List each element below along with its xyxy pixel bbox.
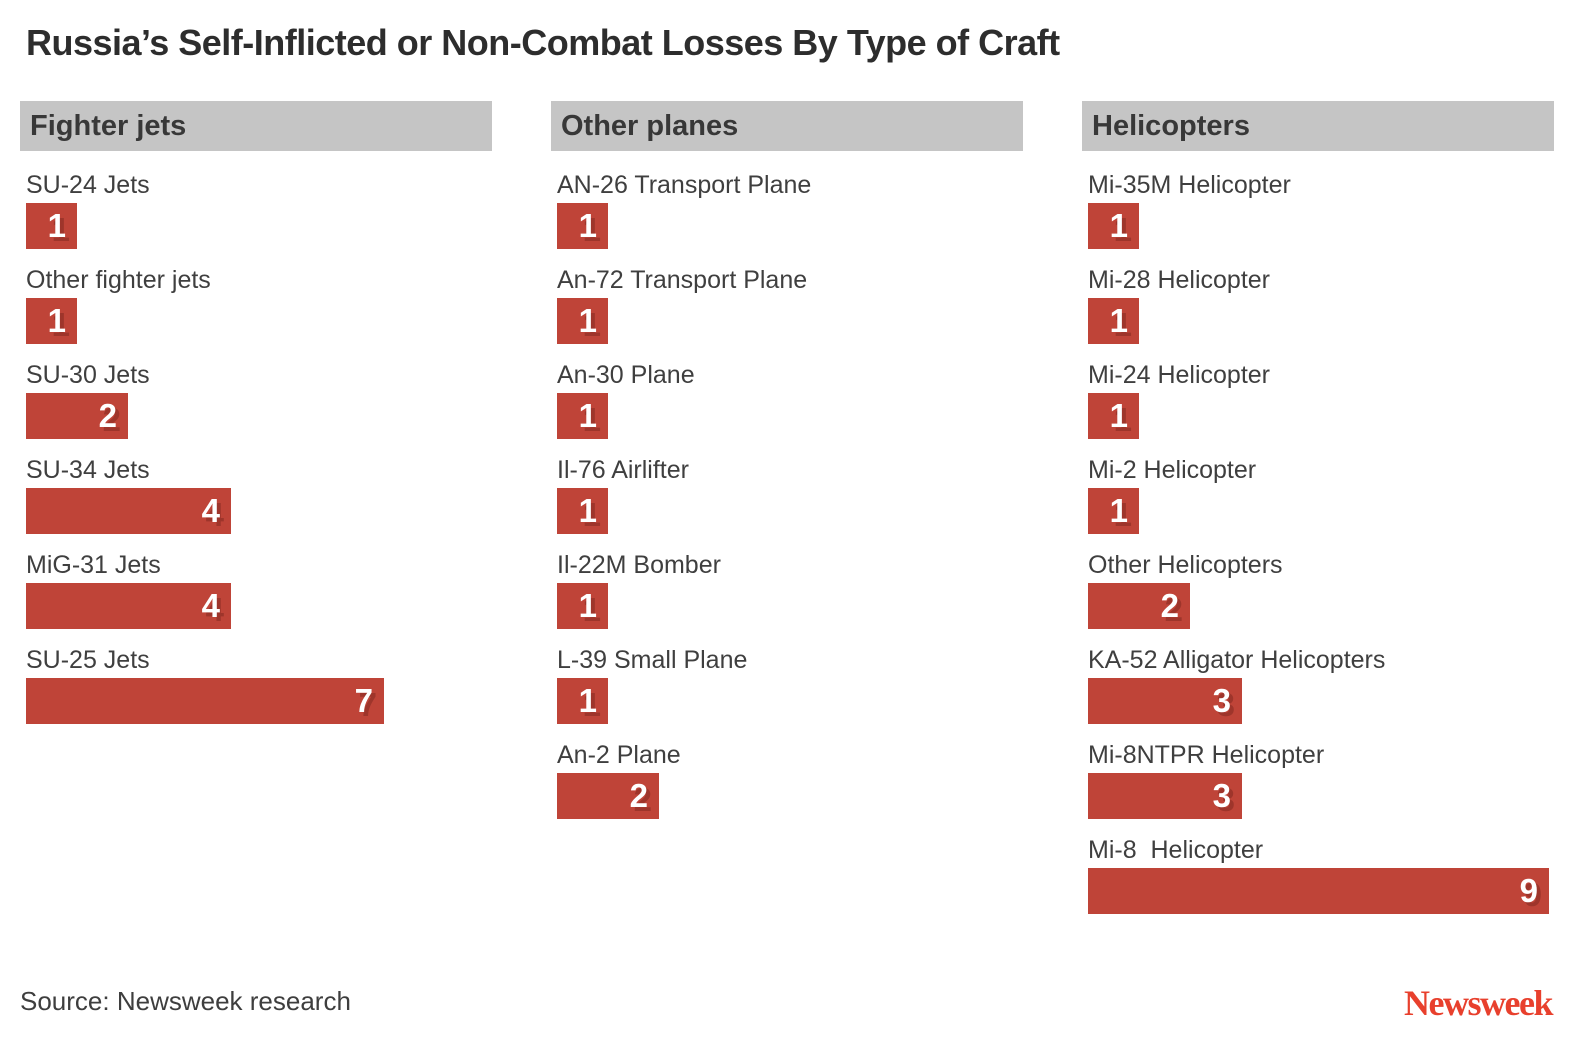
section-rows-other-planes: AN-26 Transport Plane 1 An-72 Transport Pl… [557, 172, 1023, 819]
bar: 4 [26, 583, 231, 629]
bar: 4 [26, 488, 231, 534]
chart-row: Mi-2 Helicopter 1 [1088, 457, 1554, 534]
bar-value: 1 [47, 207, 66, 244]
chart-row: An-2 Plane 2 [557, 742, 1023, 819]
chart-row: An-72 Transport Plane 1 [557, 267, 1023, 344]
bar-label: Il-76 Airlifter [557, 456, 689, 484]
bar: 1 [1088, 488, 1139, 534]
bar: 2 [26, 393, 128, 439]
bar-label: AN-26 Transport Plane [557, 171, 812, 199]
bar: 1 [557, 488, 608, 534]
bar: 1 [557, 298, 608, 344]
chart-row: AN-26 Transport Plane 1 [557, 172, 1023, 249]
bar-value: 1 [47, 302, 66, 339]
bar-value: 1 [578, 492, 597, 529]
chart-row: An-30 Plane 1 [557, 362, 1023, 439]
bar-label: SU-24 Jets [26, 171, 150, 199]
bar-label: Other Helicopters [1088, 551, 1283, 579]
bar-value: 1 [1109, 302, 1128, 339]
chart-row: Il-76 Airlifter 1 [557, 457, 1023, 534]
bar-value: 2 [1160, 587, 1179, 624]
section-header-helicopters: Helicopters [1082, 101, 1554, 151]
bar-value: 9 [1519, 872, 1538, 909]
chart-row: Mi-35M Helicopter 1 [1088, 172, 1554, 249]
chart-row: SU-24 Jets 1 [26, 172, 492, 249]
bar-label: KA-52 Alligator Helicopters [1088, 646, 1386, 674]
bar-value: 1 [1109, 492, 1128, 529]
chart-row: MiG-31 Jets 4 [26, 552, 492, 629]
bar-value: 1 [578, 302, 597, 339]
bar: 1 [26, 203, 77, 249]
bar-label: Mi-8NTPR Helicopter [1088, 741, 1325, 769]
chart-row: SU-34 Jets 4 [26, 457, 492, 534]
bar-value: 1 [578, 682, 597, 719]
section-rows-fighter-jets: SU-24 Jets 1 Other fighter jets 1 SU-30 Jets… [26, 172, 492, 724]
bar: 9 [1088, 868, 1549, 914]
bar: 1 [26, 298, 77, 344]
source-note: Source: Newsweek research [20, 986, 351, 1016]
chart-row: SU-25 Jets 7 [26, 647, 492, 724]
section-rows-helicopters: Mi-35M Helicopter 1 Mi-28 Helicopter 1 Mi-24… [1088, 172, 1554, 914]
bar: 2 [1088, 583, 1190, 629]
section-fighter-jets: Fighter jets SU-24 Jets 1 Other fighter je… [20, 101, 492, 932]
bar-value: 1 [578, 207, 597, 244]
bar-label: Mi-28 Helicopter [1088, 266, 1271, 294]
bar-label: Other fighter jets [26, 266, 211, 294]
bar-value: 3 [1212, 777, 1231, 814]
bar-label: L-39 Small Plane [557, 646, 748, 674]
bar-label: Mi-2 Helicopter [1088, 456, 1257, 484]
bar: 3 [1088, 773, 1242, 819]
bar-label: MiG-31 Jets [26, 551, 161, 579]
bar-label: Il-22M Bomber [557, 551, 721, 579]
chart-row: Mi-24 Helicopter 1 [1088, 362, 1554, 439]
bar: 1 [1088, 298, 1139, 344]
chart-row: Other fighter jets 1 [26, 267, 492, 344]
section-header-other-planes: Other planes [551, 101, 1023, 151]
bar: 3 [1088, 678, 1242, 724]
bar: 1 [557, 678, 608, 724]
bar-value: 4 [201, 587, 220, 624]
bar-label: Mi-35M Helicopter [1088, 171, 1291, 199]
chart-row: Mi-8NTPR Helicopter 3 [1088, 742, 1554, 819]
bar-label: An-2 Plane [557, 741, 681, 769]
chart-row: L-39 Small Plane 1 [557, 647, 1023, 724]
bar-value: 1 [578, 587, 597, 624]
bar-label: SU-25 Jets [26, 646, 150, 674]
bar: 7 [26, 678, 384, 724]
chart-row: KA-52 Alligator Helicopters 3 [1088, 647, 1554, 724]
bar: 2 [557, 773, 659, 819]
bar-value: 1 [1109, 397, 1128, 434]
section-header-fighter-jets: Fighter jets [20, 101, 492, 151]
bar-label: An-72 Transport Plane [557, 266, 808, 294]
bar: 1 [557, 203, 608, 249]
bar: 1 [1088, 393, 1139, 439]
chart-columns: Fighter jets SU-24 Jets 1 Other fighter je… [20, 101, 1554, 932]
chart-row: Il-22M Bomber 1 [557, 552, 1023, 629]
chart-row: Other Helicopters 2 [1088, 552, 1554, 629]
newsweek-logo: Newsweek [1404, 983, 1553, 1023]
bar-value: 7 [354, 682, 373, 719]
bar-value: 2 [98, 397, 117, 434]
chart-row: Mi-28 Helicopter 1 [1088, 267, 1554, 344]
section-other-planes: Other planes AN-26 Transport Plane 1 An-72… [551, 101, 1023, 932]
chart-row: SU-30 Jets 2 [26, 362, 492, 439]
section-helicopters: Helicopters Mi-35M Helicopter 1 Mi-28 Heli… [1082, 101, 1554, 932]
chart-row: Mi-8 Helicopter 9 [1088, 837, 1554, 914]
bar-value: 2 [629, 777, 648, 814]
chart-title: Russia’s Self-Inflicted or Non-Combat Lo… [26, 22, 1060, 63]
bar-value: 1 [1109, 207, 1128, 244]
bar-value: 1 [578, 397, 597, 434]
bar-label: SU-34 Jets [26, 456, 150, 484]
bar: 1 [557, 393, 608, 439]
bar: 1 [557, 583, 608, 629]
bar-label: Mi-24 Helicopter [1088, 361, 1271, 389]
bar-label: SU-30 Jets [26, 361, 150, 389]
bar: 1 [1088, 203, 1139, 249]
bar-label: An-30 Plane [557, 361, 695, 389]
bar-value: 4 [201, 492, 220, 529]
bar-value: 3 [1212, 682, 1231, 719]
bar-label: Mi-8 Helicopter [1088, 836, 1264, 864]
